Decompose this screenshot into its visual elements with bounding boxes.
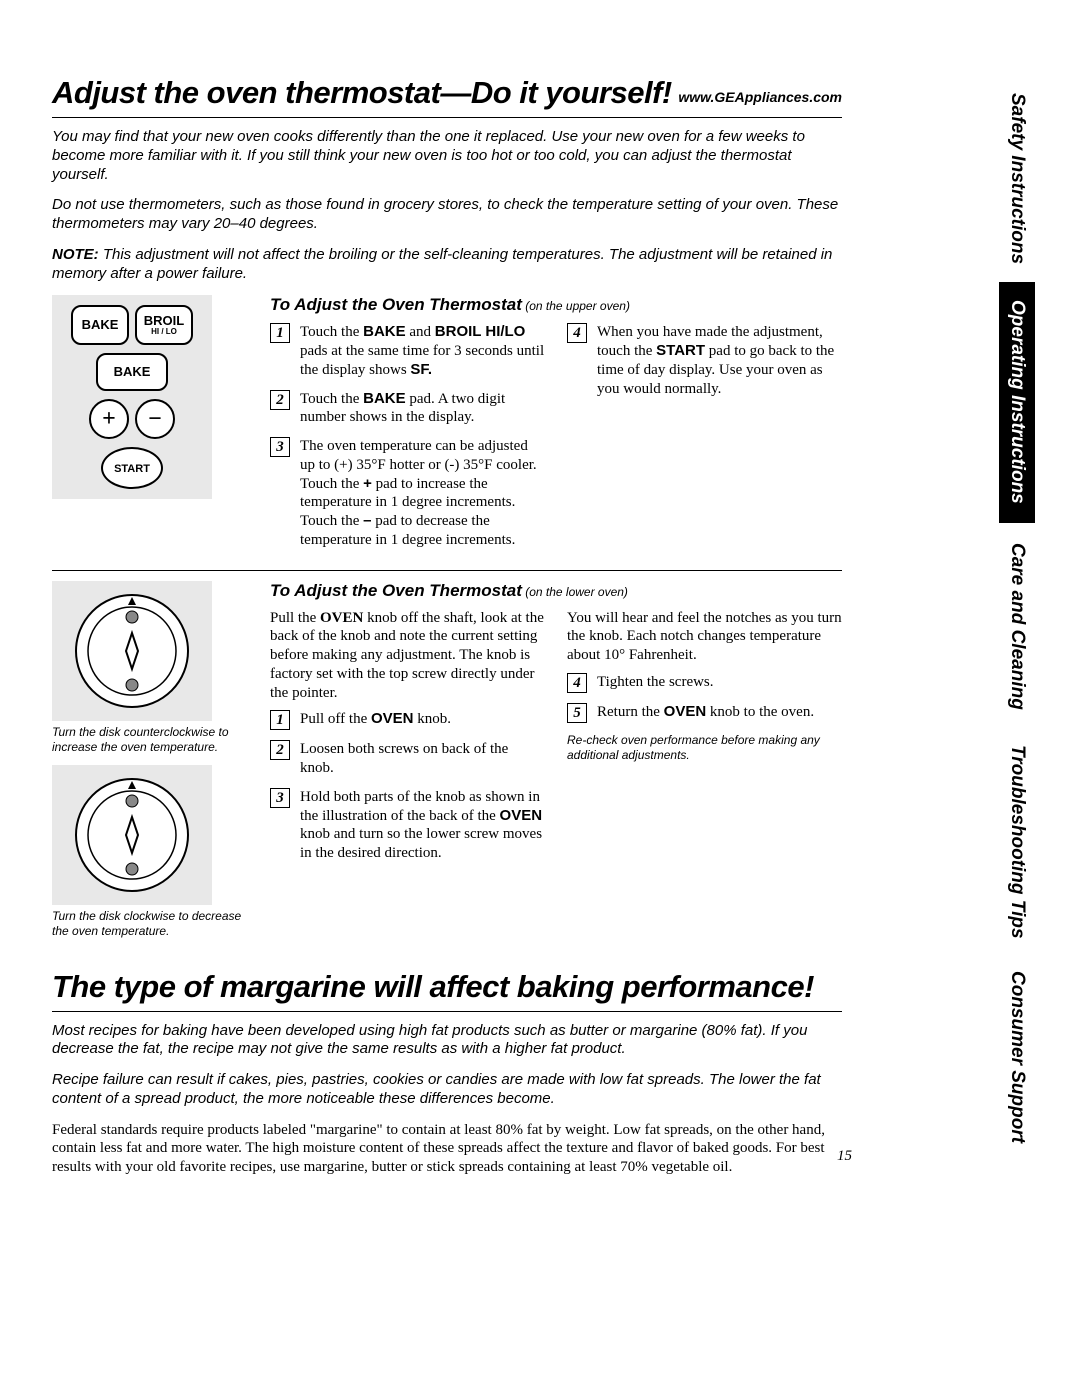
tab-safety: Safety Instructions [999, 75, 1035, 282]
step-text: Pull off the OVEN knob. [300, 710, 451, 730]
heading-note: (on the upper oven) [522, 299, 630, 313]
lower-right-intro: You will hear and feel the notches as yo… [567, 609, 842, 665]
margarine-p3: Federal standards require products label… [52, 1121, 842, 1177]
step-text: Return the OVEN knob to the oven. [597, 703, 814, 723]
step-4: 4 When you have made the adjustment, tou… [567, 323, 842, 398]
minus-button: − [135, 399, 175, 439]
rule [52, 570, 842, 571]
tab-consumer: Consumer Support [999, 953, 1035, 1160]
note-label: NOTE: [52, 246, 99, 263]
header-url: www.GEAppliances.com [678, 89, 842, 105]
step-text: Loosen both screws on back of the knob. [300, 740, 545, 778]
bake-button-wide: BAKE [96, 353, 168, 391]
side-tabs: Safety Instructions Operating Instructio… [999, 75, 1035, 1160]
step-4: 4 Tighten the screws. [567, 673, 842, 693]
step-text: Hold both parts of the knob as shown in … [300, 788, 545, 863]
step-2: 2 Touch the BAKE pad. A two digit number… [270, 390, 545, 428]
step-text: Tighten the screws. [597, 673, 714, 693]
step-number-icon: 1 [270, 323, 290, 343]
step-text: The oven temperature can be adjusted up … [300, 437, 545, 550]
lower-footnote: Re-check oven performance before making … [567, 733, 842, 763]
step-2: 2 Loosen both screws on back of the knob… [270, 740, 545, 778]
step-number-icon: 1 [270, 710, 290, 730]
intro-paragraph: Do not use thermometers, such as those f… [52, 196, 842, 234]
lower-section-heading: To Adjust the Oven Thermostat (on the lo… [270, 581, 842, 601]
button-panel-illustration: BAKE BROIL HI / LO BAKE + − START [52, 295, 212, 499]
caption-ccw: Turn the disk counterclockwise to increa… [52, 725, 252, 755]
lower-intro: Pull the OVEN knob off the shaft, look a… [270, 609, 545, 703]
rule [52, 1011, 842, 1012]
page-number: 15 [837, 1148, 852, 1165]
step-1: 1 Pull off the OVEN knob. [270, 710, 545, 730]
step-number-icon: 2 [270, 390, 290, 410]
step-text: Touch the BAKE pad. A two digit number s… [300, 390, 545, 428]
broil-sublabel: HI / LO [137, 328, 191, 336]
heading-text: To Adjust the Oven Thermostat [270, 295, 522, 314]
broil-label: BROIL [137, 314, 191, 328]
heading-note: (on the lower oven) [522, 585, 628, 599]
tab-care: Care and Cleaning [999, 523, 1035, 730]
knob-illustration-ccw [52, 581, 212, 721]
intro-note: NOTE: This adjustment will not affect th… [52, 246, 842, 284]
caption-cw: Turn the disk clockwise to decrease the … [52, 909, 252, 939]
step-number-icon: 4 [567, 323, 587, 343]
step-number-icon: 4 [567, 673, 587, 693]
step-number-icon: 3 [270, 788, 290, 808]
step-1: 1 Touch the BAKE and BROIL HI/LO pads at… [270, 323, 545, 379]
knob-illustration-cw [52, 765, 212, 905]
tab-operating: Operating Instructions [999, 282, 1035, 523]
margarine-title: The type of margarine will affect baking… [52, 969, 842, 1005]
step-number-icon: 5 [567, 703, 587, 723]
broil-button: BROIL HI / LO [135, 305, 193, 345]
step-text: When you have made the adjustment, touch… [597, 323, 842, 398]
intro-paragraph: You may find that your new oven cooks di… [52, 128, 842, 184]
step-text: Touch the BAKE and BROIL HI/LO pads at t… [300, 323, 545, 379]
margarine-p2: Recipe failure can result if cakes, pies… [52, 1071, 842, 1109]
step-5: 5 Return the OVEN knob to the oven. [567, 703, 842, 723]
upper-section-heading: To Adjust the Oven Thermostat (on the up… [270, 295, 842, 315]
tab-troubleshooting: Troubleshooting Tips [999, 729, 1035, 953]
heading-text: To Adjust the Oven Thermostat [270, 581, 522, 600]
plus-button: + [89, 399, 129, 439]
margarine-p1: Most recipes for baking have been develo… [52, 1022, 842, 1060]
step-number-icon: 3 [270, 437, 290, 457]
step-3: 3 The oven temperature can be adjusted u… [270, 437, 545, 550]
start-button: START [101, 447, 163, 489]
note-text: This adjustment will not affect the broi… [52, 246, 832, 282]
bake-button: BAKE [71, 305, 129, 345]
rule [52, 117, 842, 118]
step-3: 3 Hold both parts of the knob as shown i… [270, 788, 545, 863]
step-number-icon: 2 [270, 740, 290, 760]
